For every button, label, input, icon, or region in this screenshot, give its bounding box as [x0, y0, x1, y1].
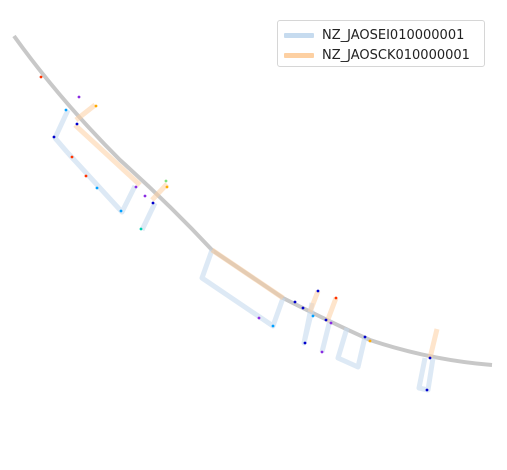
variant-marker [151, 201, 155, 205]
variant-marker [95, 186, 99, 190]
variant-marker [324, 318, 328, 322]
blue-detour-1 [52, 108, 71, 154]
variant-marker [139, 227, 143, 231]
variant-marker [311, 314, 315, 318]
variant-marker [301, 306, 305, 310]
variant-marker [52, 135, 56, 139]
variant-marker [257, 316, 261, 320]
backbone-curve [12, 34, 493, 367]
variant-marker [143, 194, 147, 198]
variant-marker [271, 324, 275, 328]
variant-marker [75, 122, 79, 126]
variant-marker [119, 209, 123, 213]
orange-detour-1 [74, 103, 97, 122]
variant-marker [425, 388, 429, 392]
variant-marker [77, 95, 81, 99]
orange-detour-6 [324, 297, 339, 323]
variant-marker [164, 179, 168, 183]
variant-marker [303, 341, 307, 345]
legend: NZ_JAOSEI010000001 NZ_JAOSCK010000001 [277, 20, 485, 67]
blue-detour-4 [199, 249, 286, 329]
variant-marker [363, 335, 367, 339]
legend-label: NZ_JAOSCK010000001 [322, 47, 470, 63]
variant-marker [84, 174, 88, 178]
variant-marker [428, 356, 432, 360]
legend-swatch [284, 32, 314, 38]
blue-detour-3 [139, 201, 158, 232]
path-nz-jaosck010000001 [73, 103, 440, 359]
variant-markers [39, 75, 432, 392]
blue-detour-7 [335, 327, 368, 370]
variant-marker [94, 104, 98, 108]
legend-entry-nz-jaosck010000001: NZ_JAOSCK010000001 [284, 45, 478, 65]
orange-detour-4 [210, 247, 285, 301]
orange-detour-3 [150, 182, 169, 202]
orange-detour-7 [427, 328, 440, 359]
variant-marker [334, 296, 338, 300]
orange-detour-2 [73, 123, 142, 187]
variant-marker [39, 75, 43, 79]
variant-marker [134, 185, 138, 189]
blue-detour-2 [65, 150, 138, 215]
variant-marker [368, 339, 372, 343]
variant-marker [329, 321, 333, 325]
variant-marker [70, 155, 74, 159]
blue-detour-8 [416, 357, 436, 393]
legend-entry-nz-jaosei010000001: NZ_JAOSEI010000001 [284, 25, 478, 45]
variant-marker [64, 108, 68, 112]
variant-marker [320, 350, 324, 354]
variant-marker [293, 300, 297, 304]
orange-detour-5 [307, 290, 321, 313]
variant-marker [165, 185, 169, 189]
shared-backbone [12, 34, 493, 367]
legend-label: NZ_JAOSEI010000001 [322, 27, 465, 43]
blue-detour-6 [319, 319, 333, 353]
legend-swatch [284, 52, 314, 58]
variant-marker [316, 289, 320, 293]
